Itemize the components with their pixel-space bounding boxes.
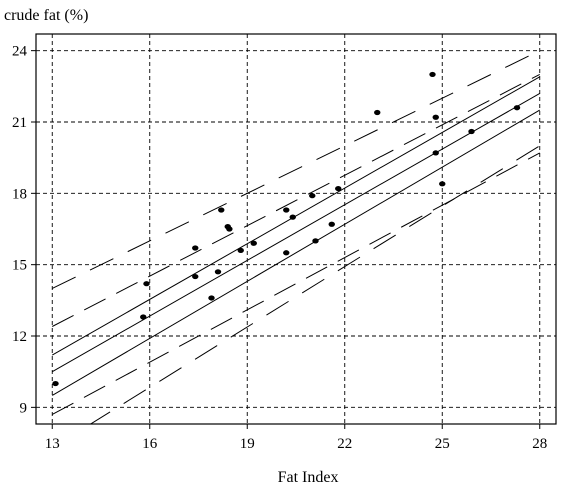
- data-point: [374, 109, 381, 116]
- outer-band-lower: [89, 145, 541, 424]
- data-point: [52, 380, 59, 387]
- data-points: [52, 71, 521, 387]
- inner-band-lower: [52, 152, 540, 415]
- data-point: [309, 193, 316, 199]
- x-tick-label: 13: [45, 436, 60, 452]
- data-point: [439, 181, 446, 187]
- data-point: [192, 273, 199, 280]
- data-point: [335, 185, 342, 192]
- data-point: [237, 247, 244, 254]
- data-point: [283, 250, 290, 256]
- data-point: [226, 226, 233, 232]
- x-tick-label: 22: [337, 436, 352, 452]
- regression-line: [52, 93, 540, 373]
- inner-band-upper: [52, 73, 540, 327]
- data-point: [432, 114, 439, 120]
- y-tick-label: 18: [12, 186, 27, 202]
- data-point: [429, 71, 436, 78]
- x-tick-label: 19: [240, 436, 255, 452]
- y-axis-ticks: 9 12 15 18 21 24: [12, 44, 36, 416]
- y-tick-label: 21: [12, 115, 27, 131]
- y-tick-label: 9: [20, 400, 28, 416]
- y-tick-label: 24: [12, 44, 28, 60]
- confidence-band-lower: [51, 109, 541, 396]
- outer-band-upper: [52, 50, 540, 289]
- data-point: [432, 150, 439, 156]
- x-axis-title: Fat Index: [278, 469, 339, 486]
- y-axis-title: crude fat (%): [4, 7, 88, 24]
- data-point: [143, 281, 150, 287]
- data-point: [208, 295, 215, 301]
- y-tick-label: 12: [12, 329, 27, 345]
- data-point: [250, 240, 257, 246]
- data-point: [328, 221, 335, 227]
- plot-frame: [35, 33, 557, 425]
- x-tick-label: 16: [142, 436, 158, 452]
- x-tick-label: 28: [532, 436, 547, 452]
- data-point: [214, 269, 222, 275]
- data-point: [513, 105, 521, 111]
- grid: [36, 34, 556, 424]
- data-point: [468, 128, 475, 135]
- fit-lines: [51, 50, 541, 424]
- x-axis-ticks: 13 16 19 22 25 28: [45, 424, 547, 452]
- data-point: [283, 207, 290, 213]
- x-tick-label: 25: [435, 436, 450, 452]
- data-point: [218, 207, 225, 213]
- data-point: [289, 214, 296, 220]
- confidence-band-upper: [52, 76, 540, 356]
- data-point: [140, 314, 147, 320]
- data-point: [312, 238, 319, 244]
- data-point: [192, 245, 199, 251]
- y-tick-label: 15: [12, 258, 27, 274]
